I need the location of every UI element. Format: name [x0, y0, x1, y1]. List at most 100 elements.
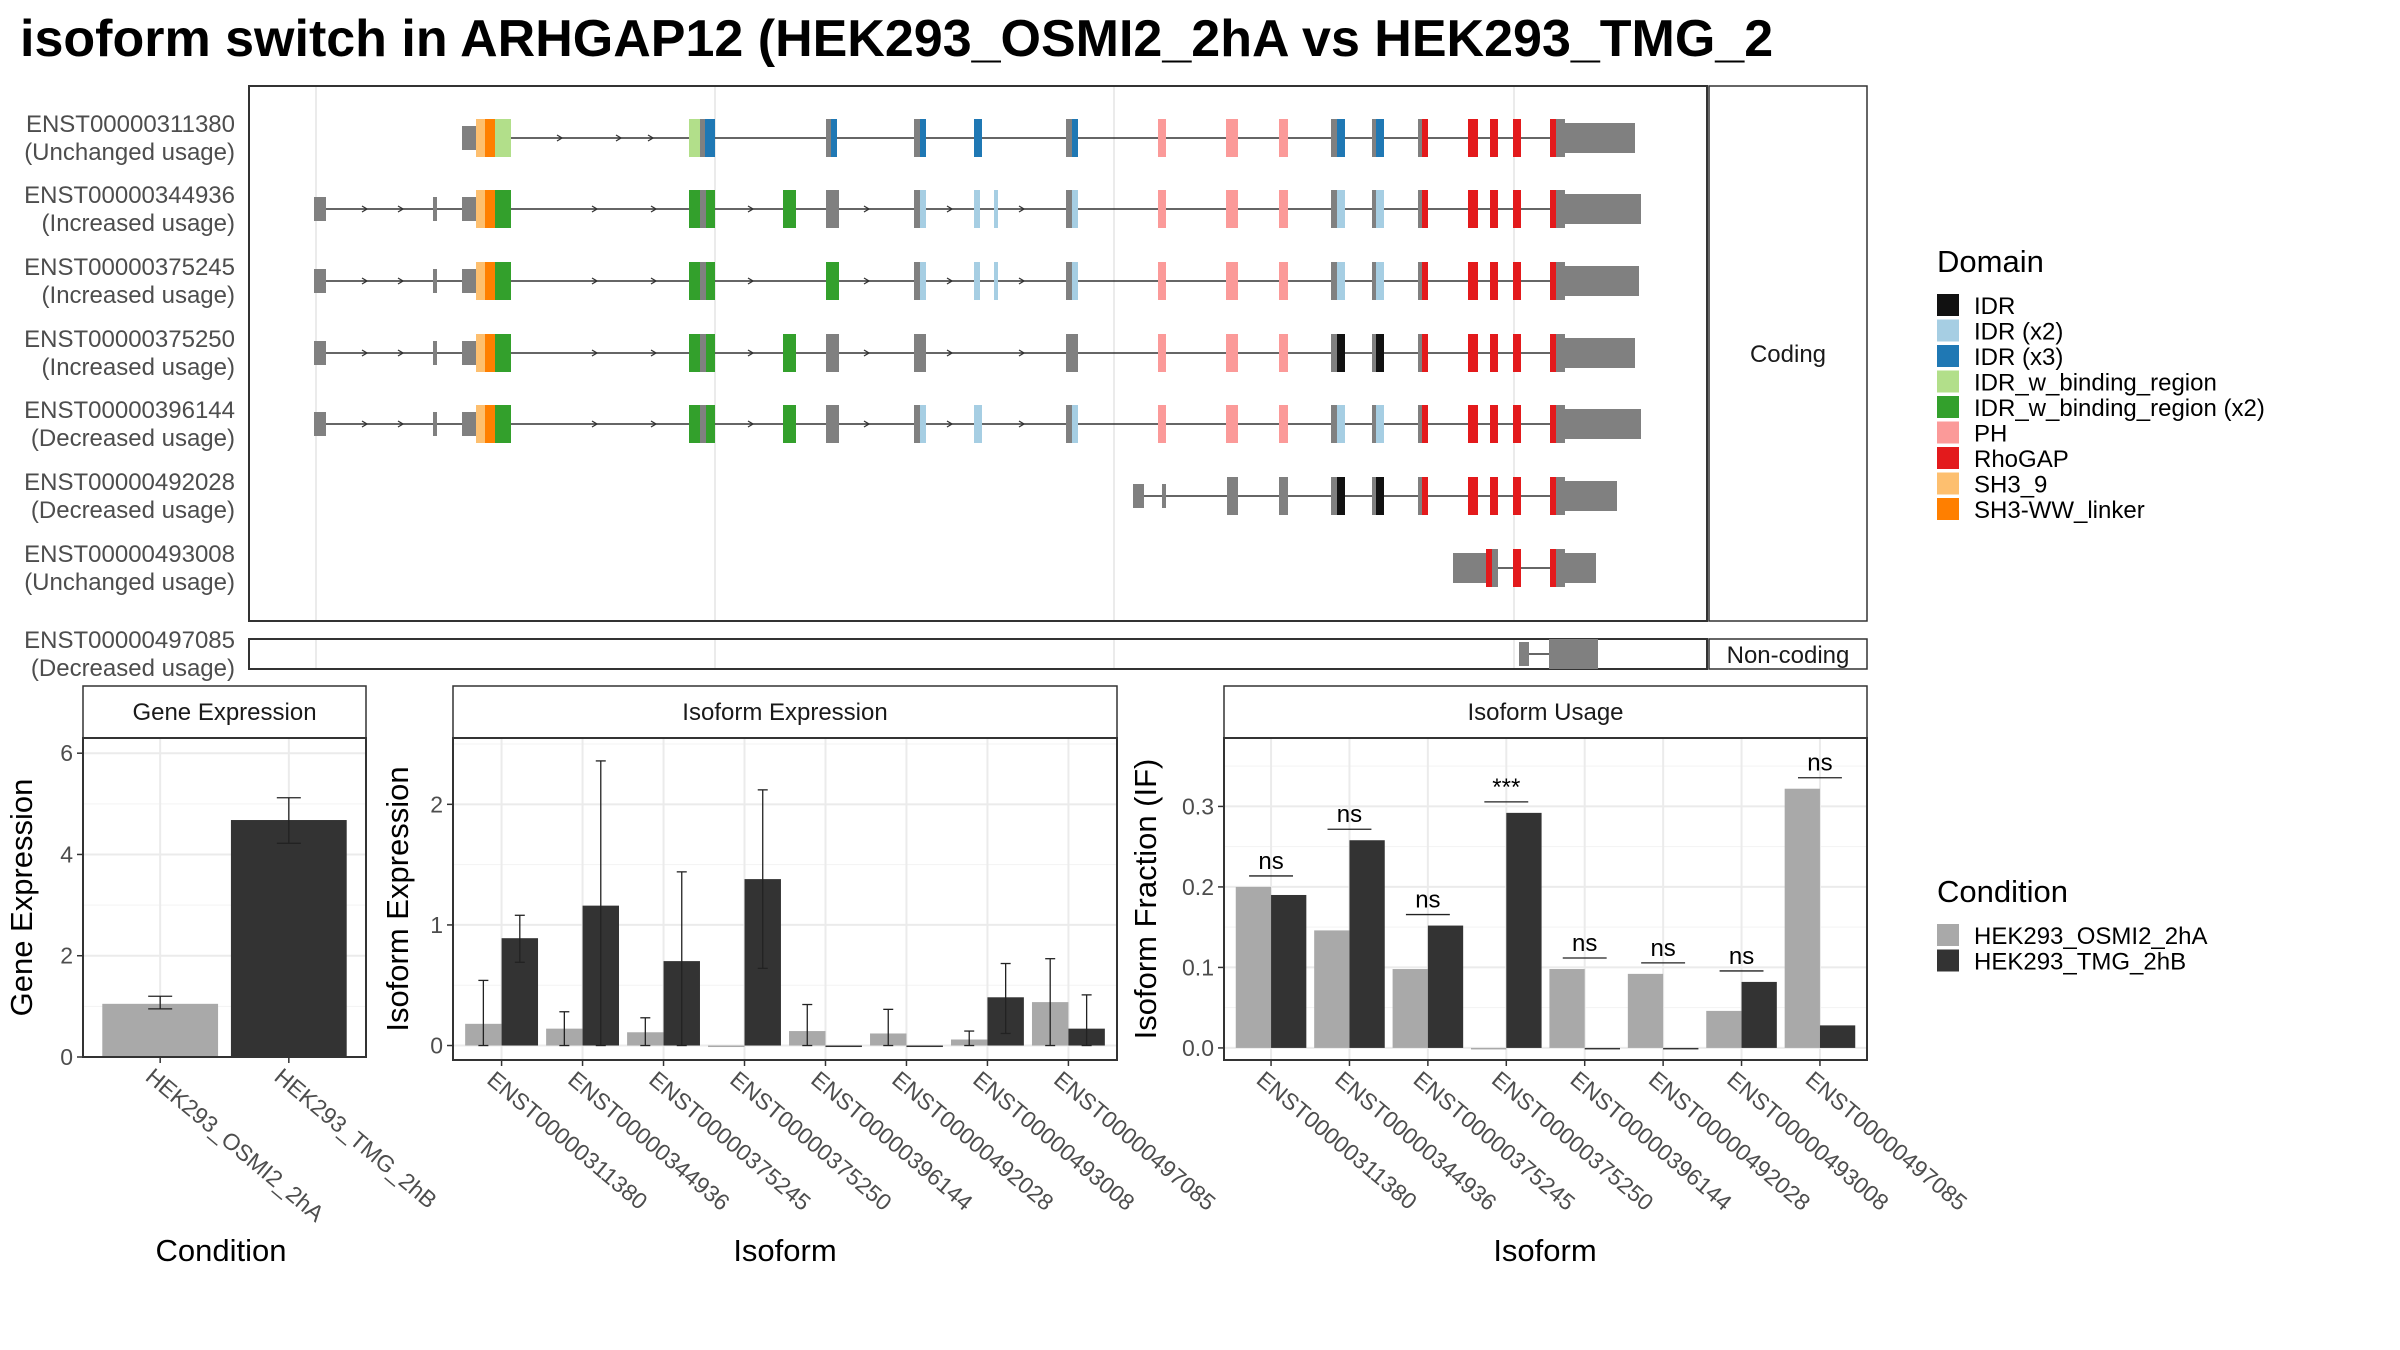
isoform-usage-label: (Unchanged usage)	[24, 569, 235, 596]
exon-block	[1279, 119, 1288, 157]
exon-block	[1513, 405, 1521, 443]
bar	[1819, 1025, 1856, 1048]
intron-arrow	[1018, 277, 1026, 285]
facet-strip	[452, 685, 1118, 739]
exon-block	[1468, 477, 1478, 515]
exon-block	[476, 405, 485, 443]
exon-block	[462, 412, 476, 436]
exon-block	[485, 190, 495, 228]
exon-block	[1490, 190, 1498, 228]
isoform-id-label: ENST00000344936	[24, 182, 235, 209]
bar	[1506, 812, 1542, 1048]
exon-block	[495, 190, 511, 228]
exon-block	[1376, 119, 1384, 157]
exon-block	[1550, 477, 1556, 515]
x-axis-title: Isoform	[1493, 1233, 1596, 1268]
exon-block	[1556, 334, 1565, 372]
y-tick-label: 6	[60, 740, 73, 766]
domain-legend-key	[1937, 396, 1959, 418]
figure-title: isoform switch in ARHGAP12 (HEK293_OSMI2…	[20, 10, 1773, 68]
exon-block	[1550, 119, 1556, 157]
intron-arrow	[1018, 349, 1026, 357]
exon-block	[1513, 334, 1521, 372]
exon-block	[314, 412, 326, 436]
exon-block	[476, 190, 485, 228]
intron-arrow	[650, 420, 658, 428]
domain-legend-label: IDR (x3)	[1974, 344, 2063, 371]
domain-legend-label: PH	[1974, 421, 2007, 448]
panel-border	[1223, 737, 1868, 1061]
exon-block	[689, 119, 700, 157]
exon-block	[1565, 338, 1635, 368]
exon-block	[914, 119, 920, 157]
y-tick-label: 0	[430, 1033, 443, 1059]
exon-block	[1376, 477, 1384, 515]
exon-block	[1066, 119, 1072, 157]
exon-block	[433, 341, 437, 365]
exon-block	[1422, 334, 1428, 372]
exon-block	[1372, 119, 1376, 157]
y-tick-label: 4	[60, 841, 73, 867]
exon-block	[1422, 190, 1428, 228]
exon-block	[1158, 334, 1166, 372]
exon-block	[314, 269, 326, 293]
exon-block	[1372, 334, 1376, 372]
intron-arrow	[397, 205, 405, 213]
exon-block	[476, 262, 485, 300]
exon-block	[495, 334, 511, 372]
exon-block	[1279, 405, 1288, 443]
exon-block	[1468, 262, 1478, 300]
domain-legend-label: SH3-WW_linker	[1974, 497, 2145, 524]
intron-arrow	[747, 349, 755, 357]
exon-block	[1418, 405, 1422, 443]
x-axis-title: Condition	[156, 1233, 287, 1268]
exon-block	[433, 412, 437, 436]
bar	[1663, 1047, 1699, 1050]
exon-block	[485, 262, 495, 300]
domain-legend-key	[1937, 370, 1959, 393]
exon-block	[1556, 119, 1565, 157]
exon-block	[1066, 405, 1072, 443]
exon-block	[485, 405, 495, 443]
exon-block	[462, 126, 476, 150]
gene-expression-chart: Gene Expression0246HEK293_OSMI2_2hAHEK29…	[4, 685, 442, 1268]
exon-block	[1158, 119, 1166, 157]
exon-block	[1422, 119, 1428, 157]
isoform-usage-label: (Increased usage)	[42, 354, 235, 381]
domain-legend-label: IDR	[1974, 293, 2015, 320]
intron-arrow	[591, 277, 599, 285]
bar	[1627, 973, 1664, 1048]
bar	[708, 1045, 745, 1048]
exon-block	[1513, 262, 1521, 300]
bar	[1706, 1010, 1742, 1048]
exon-block	[974, 190, 980, 228]
exon-block	[495, 119, 511, 157]
y-tick-label: 2	[430, 791, 443, 817]
intron-arrow	[747, 277, 755, 285]
exon-block	[1337, 477, 1345, 515]
exon-block	[1556, 405, 1565, 443]
intron-arrow	[863, 205, 871, 213]
significance-label: ns	[1415, 887, 1440, 914]
exon-block	[706, 190, 715, 228]
x-axis-title: Isoform	[733, 1233, 836, 1268]
exon-block	[1556, 262, 1565, 300]
exon-block	[1158, 405, 1166, 443]
exon-block	[1337, 262, 1345, 300]
exon-block	[1418, 334, 1422, 372]
exon-block	[994, 262, 998, 300]
exon-block	[1565, 194, 1641, 224]
exon-block	[1158, 190, 1166, 228]
exon-block	[1376, 190, 1384, 228]
exon-block	[1556, 477, 1565, 515]
exon-block	[920, 190, 926, 228]
exon-block	[1513, 190, 1521, 228]
exon-block	[1453, 553, 1486, 583]
intron-arrow	[946, 277, 954, 285]
intron-arrow	[946, 205, 954, 213]
exon-block	[689, 190, 700, 228]
exon-block	[689, 262, 700, 300]
exon-block	[1158, 262, 1166, 300]
